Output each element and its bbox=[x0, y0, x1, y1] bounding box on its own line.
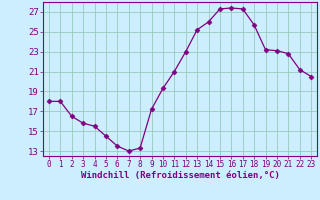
X-axis label: Windchill (Refroidissement éolien,°C): Windchill (Refroidissement éolien,°C) bbox=[81, 171, 279, 180]
